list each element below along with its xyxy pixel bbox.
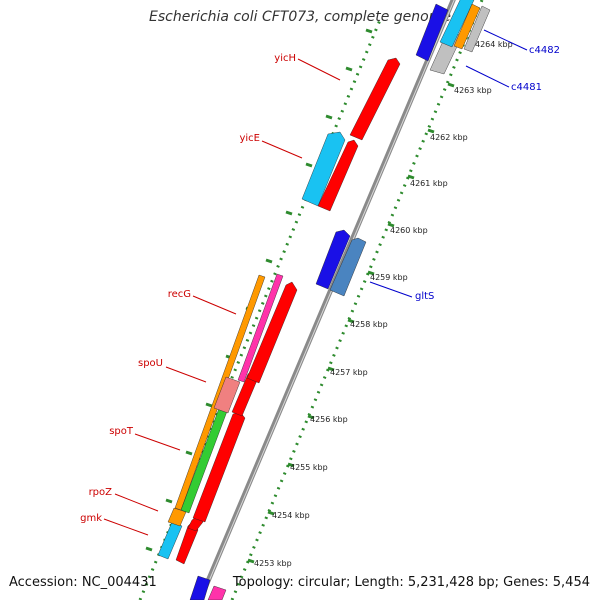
gene-label-rpoZ[interactable]: rpoZ [89,487,113,498]
scale-label: 4264 kbp [475,40,513,49]
scale-label: 4260 kbp [390,226,428,235]
gene-gmk-cyan[interactable] [157,521,183,560]
gene-bottom-blue[interactable] [189,575,211,600]
right-major-ticks [247,36,475,564]
gene-yicE-red[interactable] [317,139,359,212]
map-title: Escherichia coli CFT073, complete genome [149,9,451,25]
scale-label: 4258 kbp [350,320,388,329]
gene-spoU-salmon[interactable] [213,376,241,414]
gene-label-recG[interactable]: recG [168,289,191,300]
topology-text: Topology: circular; Length: 5,231,428 bp… [232,575,590,590]
gene-c4482-orange[interactable] [453,3,481,50]
scale-label: 4257 kbp [330,368,368,377]
scale-label: 4261 kbp [410,179,448,188]
gene-label-gmk[interactable]: gmk [80,513,102,524]
gene-label-spoU[interactable]: spoU [138,358,163,369]
scale-label: 4253 kbp [254,559,292,568]
left-strand-genes [157,57,401,565]
scale-label: 4259 kbp [370,273,408,282]
gene-gltS-blue[interactable] [315,229,351,290]
gene-label-c4482[interactable]: c4482 [529,45,560,56]
left-leader-lines [103,58,341,536]
gene-label-yicE[interactable]: yicE [239,133,260,144]
scale-label: 4256 kbp [310,415,348,424]
gene-label-gltS[interactable]: gltS [415,291,434,302]
gene-label-spoT[interactable]: spoT [109,426,134,437]
right-strand-genes [189,0,491,600]
gene-gltS-steel[interactable] [329,237,367,297]
scale-labels: 4253 kbp 4254 kbp 4255 kbp 4256 kbp 4257… [254,40,513,568]
gene-recG-red[interactable] [246,281,298,384]
scale-label: 4254 kbp [272,511,310,520]
scale-label: 4255 kbp [290,463,328,472]
gene-c4482-blue[interactable] [415,3,449,62]
gene-yicH-red[interactable] [349,57,401,141]
right-leader-lines [369,29,528,298]
scale-label: 4262 kbp [430,133,468,142]
gene-label-yicH[interactable]: yicH [274,53,296,64]
accession-text: Accession: NC_004431 [9,575,157,590]
gene-c4482-grey[interactable] [463,5,491,53]
scale-label: 4263 kbp [454,86,492,95]
gene-bottom-pink[interactable] [207,585,227,600]
gene-yicE-cyan[interactable] [301,131,346,207]
gene-c4482-cyan[interactable] [439,0,475,48]
gene-recG-pink[interactable] [237,273,284,383]
gene-label-c4481[interactable]: c4481 [511,82,542,93]
